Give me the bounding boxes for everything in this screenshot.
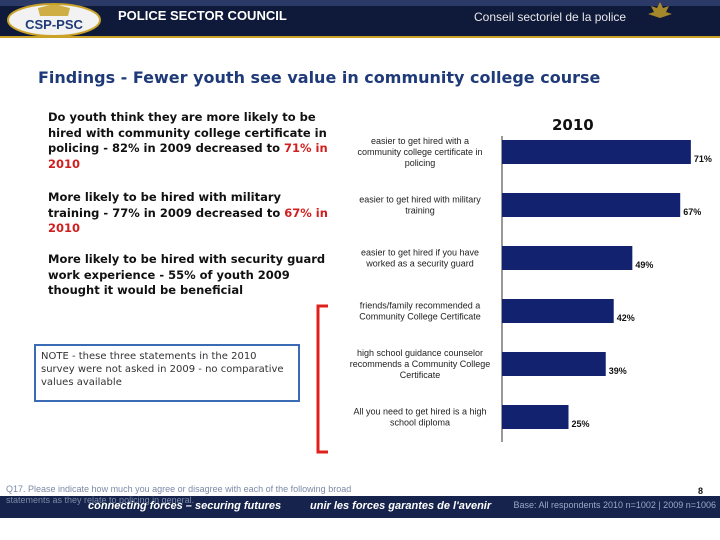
category-label-line: Community College Certificate [359, 312, 481, 322]
bar-5 [502, 405, 569, 429]
category-label-line: easier to get hired if you have [361, 248, 479, 258]
category-label-line: All you need to get hired is a high [353, 407, 486, 417]
footer-question: Q17. Please indicate how much you agree … [6, 484, 352, 505]
category-label-2: easier to get hired if you have worked as… [361, 248, 479, 269]
maple-leaf-icon [648, 2, 672, 18]
value-label-0: 71% [694, 154, 712, 164]
value-label-2: 49% [635, 260, 653, 270]
category-label-line: recommends a Community College [350, 359, 491, 369]
category-label-line: easier to get hired with military [359, 195, 481, 205]
finding-3-text: More likely to be hired with security gu… [48, 252, 326, 297]
category-label-5: All you need to get hired is a high schoo… [353, 407, 486, 428]
value-label-4: 39% [609, 366, 627, 376]
footer-base: Base: All respondents 2010 n=1002 | 2009… [513, 500, 716, 510]
header-stripe [0, 0, 720, 6]
category-label-line: friends/family recommended a [360, 301, 481, 311]
note-box: NOTE - these three statements in the 201… [34, 344, 300, 402]
finding-military: More likely to be hired with military tr… [48, 190, 328, 237]
bar-3 [502, 299, 614, 323]
footer-bar [0, 496, 720, 518]
slide-title: Findings - Fewer youth see value in comm… [38, 68, 601, 87]
csp-psc-logo: CSP-PSC [7, 3, 101, 37]
bar-4 [502, 352, 606, 376]
category-label-3: friends/family recommended a Community Co… [359, 301, 481, 322]
category-label-line: training [405, 206, 435, 216]
org-name-english: POLICE SECTOR COUNCIL [118, 8, 287, 23]
finding-2-text: More likely to be hired with military tr… [48, 190, 285, 220]
category-label-line: policing [405, 158, 436, 168]
category-label-line: school diploma [390, 418, 450, 428]
bar-1 [502, 193, 681, 217]
bar-2 [502, 246, 633, 270]
note-text: NOTE - these three statements in the 201… [41, 351, 284, 388]
category-label-line: worked as a security guard [365, 259, 474, 269]
category-label-line: high school guidance counselor [357, 348, 483, 358]
category-label-line: easier to get hired with a [371, 136, 469, 146]
finding-1-text: Do youth think they are more likely to b… [48, 110, 327, 155]
page-number: 8 [698, 486, 704, 496]
logo-text: CSP-PSC [25, 17, 83, 32]
category-label-line: community college certificate in [357, 147, 482, 157]
finding-2-highlight: 67% in 2010 [48, 205, 328, 236]
value-label-1: 67% [683, 207, 701, 217]
footer-motto-french: unir les forces garantes de l'avenir [310, 500, 492, 512]
org-name-french: Conseil sectoriel de la police [474, 10, 627, 24]
finding-security-guard: More likely to be hired with security gu… [48, 252, 330, 299]
footer-motto-english: connecting forces – securing futures [88, 500, 282, 512]
finding-1-highlight: 71% in 2010 [48, 141, 328, 171]
value-label-3: 42% [617, 313, 635, 323]
chart-title: 2010 [552, 116, 594, 134]
category-label-4: high school guidance counselor recommends… [350, 348, 491, 380]
value-label-5: 25% [572, 419, 590, 429]
category-label-1: easier to get hired with military trainin… [359, 195, 481, 216]
footer: Q17. Please indicate how much you agree … [0, 484, 720, 540]
category-label-line: Certificate [400, 370, 441, 380]
category-label-0: easier to get hired with a community coll… [357, 136, 482, 168]
bar-0 [502, 140, 691, 164]
header-bar: POLICE SECTOR COUNCIL Conseil sectoriel … [0, 0, 720, 36]
header-divider [0, 36, 720, 38]
finding-community-college: Do youth think they are more likely to b… [48, 110, 328, 172]
